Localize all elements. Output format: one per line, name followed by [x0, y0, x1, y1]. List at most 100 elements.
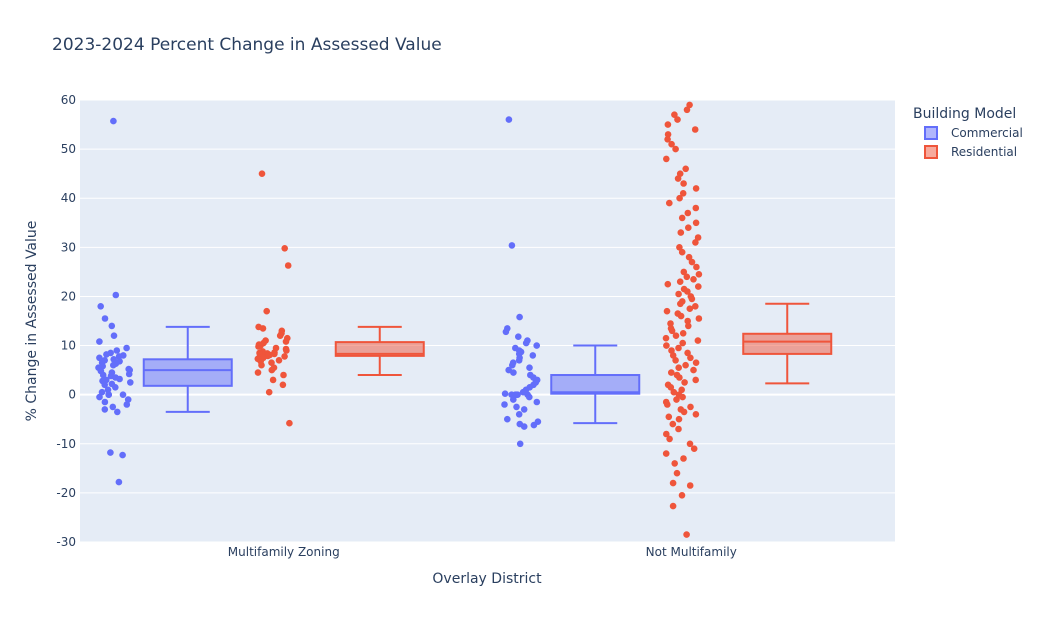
y-tick-label: -30 [56, 535, 76, 549]
y-tick-label: 20 [61, 289, 76, 303]
data-point [112, 384, 119, 391]
data-point [96, 393, 103, 401]
data-point [676, 278, 684, 286]
box-iqr [142, 358, 233, 387]
data-point [514, 391, 521, 399]
legend-swatch [924, 126, 938, 140]
data-point [664, 131, 672, 138]
data-point [513, 403, 520, 411]
data-point [664, 136, 671, 143]
data-point [96, 354, 103, 362]
data-point [505, 116, 513, 123]
data-point [533, 398, 541, 406]
data-point [686, 482, 694, 489]
data-point [684, 349, 691, 357]
data-point [677, 229, 685, 236]
box-iqr [742, 332, 833, 355]
data-point [263, 307, 271, 315]
data-point [684, 288, 691, 295]
data-point [675, 425, 682, 433]
data-point [678, 214, 686, 222]
data-point [115, 478, 123, 486]
data-point [694, 337, 702, 344]
data-point [113, 347, 121, 354]
data-point [664, 280, 672, 288]
y-tick-label: -10 [56, 437, 76, 451]
data-point [110, 117, 117, 125]
data-point [112, 291, 120, 299]
data-point [692, 185, 700, 192]
y-tick-label: 50 [61, 142, 76, 156]
data-point [695, 283, 702, 290]
data-point [114, 408, 121, 416]
data-point [675, 364, 682, 372]
data-point [515, 333, 522, 341]
y-tick-label: 60 [61, 93, 76, 107]
data-point [508, 242, 516, 249]
data-point [110, 361, 117, 369]
data-point [283, 347, 290, 354]
data-point [680, 268, 688, 276]
x-tick-label: Not Multifamily [646, 545, 737, 559]
data-point [516, 313, 523, 321]
data-point [675, 344, 682, 352]
data-point [101, 381, 108, 389]
legend-label: Residential [951, 145, 1017, 159]
data-point [284, 262, 292, 269]
data-point [682, 165, 689, 173]
data-point [681, 379, 688, 386]
x-axis-ticks: Multifamily Zoning Not Multifamily [228, 545, 737, 559]
data-point [663, 430, 670, 438]
data-point [695, 271, 703, 278]
data-point [673, 469, 681, 477]
data-point [683, 106, 691, 114]
data-point [692, 239, 699, 246]
data-point [678, 492, 686, 499]
legend-swatch [924, 145, 938, 159]
data-point [268, 366, 276, 374]
data-point [692, 303, 699, 310]
data-point [522, 339, 530, 347]
data-point [105, 391, 112, 399]
data-point [692, 219, 700, 227]
data-point [676, 374, 683, 381]
data-point [667, 320, 674, 327]
data-point [677, 300, 684, 308]
data-point [107, 449, 114, 456]
legend-label: Commercial [951, 126, 1023, 140]
data-point [666, 435, 673, 443]
data-point [685, 322, 692, 330]
data-point [286, 419, 293, 427]
data-point [690, 276, 697, 283]
data-point [529, 352, 537, 359]
data-point [504, 415, 511, 423]
data-point [695, 315, 703, 322]
data-point [675, 415, 683, 423]
y-tick-label: 0 [68, 388, 76, 402]
data-point [672, 145, 679, 153]
legend-title: Building Model [913, 106, 1016, 122]
data-point [669, 502, 677, 510]
data-point [662, 450, 670, 457]
data-point [501, 401, 508, 408]
data-point [686, 101, 693, 109]
data-point [104, 386, 112, 394]
gridlines [80, 99, 895, 543]
data-point [254, 369, 262, 376]
data-point [259, 325, 267, 332]
y-axis-label: % Change in Assessed Value [24, 221, 40, 422]
data-point [501, 390, 509, 398]
y-tick-label: 30 [61, 240, 76, 254]
data-point [515, 411, 523, 418]
data-point [673, 396, 680, 403]
data-point [674, 175, 682, 182]
data-point [99, 371, 107, 379]
legend: Building Model Commercial Residential [913, 106, 1023, 159]
data-point [275, 357, 283, 364]
data-point [682, 361, 689, 369]
data-point [687, 403, 694, 411]
data-point [123, 401, 131, 408]
data-point [669, 420, 677, 428]
data-point [671, 111, 678, 118]
data-point [690, 445, 698, 453]
